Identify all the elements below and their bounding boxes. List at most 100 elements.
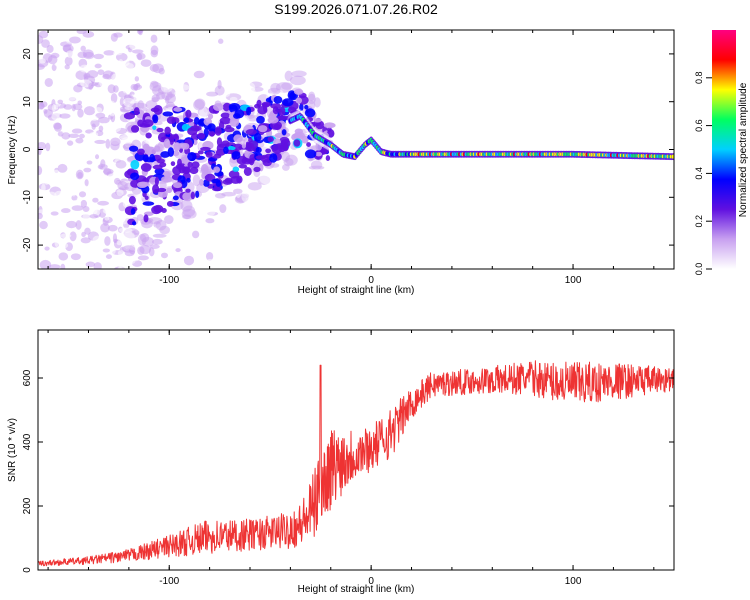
spectrogram-signal-blob [170,161,176,167]
spectrogram-noise-blob [148,247,155,257]
spectrogram-halo-blob [291,70,307,78]
spectrogram-noise-blob [183,255,195,266]
spectrogram-signal-blob [281,129,287,136]
spectrogram-signal-blob [187,151,197,161]
spectrogram-halo-blob [296,147,304,154]
spectrogram-noise-blob [89,131,99,138]
spectrogram-noise-blob [138,30,143,36]
spectrogram-noise-blob [66,140,74,146]
spectrogram-noise-blob [60,233,72,239]
spectrogram-ytick-label: 10 [22,96,33,108]
spectrogram-signal-blob [306,142,312,147]
spectrogram-signal-blob [274,132,284,139]
spectrogram-signal-blob [232,166,240,172]
spectrogram-noise-blob [150,45,159,56]
spectrogram-signal-blob [258,125,268,133]
spectrogram-signal-blob [289,91,295,99]
spectrogram-noise-blob [105,138,111,149]
spectrogram-halo-blob [119,134,135,141]
spectrogram-noise-blob [59,75,67,81]
spectrogram-noise-blob [217,38,224,44]
spectrogram-halo-blob [147,140,157,147]
spectrogram-noise-blob [110,93,118,104]
spectrogram-signal-blob [273,123,282,131]
spectrogram-noise-blob [98,125,104,132]
spectrogram-noise-blob [39,220,48,230]
spectrogram-noise-blob [111,73,120,82]
snr-frame [37,329,675,571]
spectrogram-halo-blob [247,182,262,191]
spectrogram-noise-blob [95,190,105,200]
spectrogram-noise-blob [150,34,158,43]
colorbar-tick-label: 0.4 [694,167,704,180]
spectrogram-noise-blob [102,248,110,253]
spectrogram-noise-blob [89,214,99,219]
spectrogram-noise-blob [110,247,116,255]
spectrogram-noise-blob [79,64,90,73]
spectrogram-noise-blob [116,240,122,246]
spectrogram-noise-blob [142,107,148,112]
spectrogram-noise-blob [80,45,86,52]
spectrogram-signal-blob [143,214,149,223]
spectrogram-noise-blob [104,205,113,216]
spectrogram-noise-blob [78,191,87,198]
spectrogram-signal-blob [191,161,200,169]
spectrogram-noise-blob [45,142,51,152]
spectrogram-signal-blob [257,106,268,115]
spectrogram-signal-blob [320,149,328,154]
spectrogram-signal-blob [200,146,211,152]
spectrogram-halo-blob [152,233,167,238]
spectrogram-noise-blob [113,85,119,93]
spectrogram-halo-blob [124,105,134,110]
spectrogram-noise-blob [71,194,78,201]
spectrogram-signal-blob [233,134,243,143]
spectrogram-signal-blob [151,205,162,215]
spectrogram-noise-blob [54,239,59,247]
spectrogram-signal-blob [326,127,332,132]
snr-ytick-label: 0 [22,567,33,573]
spectrogram-signal-blob [265,148,272,154]
spectrogram-signal-blob [128,195,136,205]
spectrogram-noise-blob [94,94,102,104]
spectrogram-noise-blob [80,237,91,244]
spectrogram-signal-blob [231,151,241,160]
spectrogram-noise-blob [117,266,123,269]
spectrogram-noise-blob [90,115,98,121]
snr-series-line [38,360,674,567]
spectrogram-noise-blob [175,248,181,253]
spectrogram-noise-blob [38,212,43,220]
spectrogram-noise-blob [75,245,85,250]
spectrogram-noise-blob [102,168,114,175]
spectrogram-signal-blob [199,178,204,186]
colorbar-axes: 0.0 0.2 0.4 0.6 0.8 [694,72,712,275]
spectrogram-halo-blob [242,176,251,186]
spectrogram-halo-blob [192,174,201,187]
spectrogram-signal-blob [183,117,190,124]
spectrogram-signal-blob [207,113,214,120]
spectrogram-ytick-label: -20 [22,237,33,252]
spectrogram-signal-blob [305,116,314,123]
spectrogram-signal-blob [152,114,159,124]
spectrogram-signal-blob [304,149,317,159]
spectrogram-noise-blob [67,95,77,101]
spectrogram-signal-blob [295,97,303,104]
spectrogram-noise-blob [95,154,100,160]
spectrogram-noise-blob [81,231,86,238]
spectrogram-noise-blob [102,147,109,154]
spectrogram-noise-blob [51,103,57,112]
spectrogram-signal-blob [218,143,230,148]
spectrogram-signal-blob [130,172,140,181]
spectrogram-noise-blob [110,33,118,42]
spectrogram-signal-blob [185,188,191,193]
spectrogram-noise-blob [90,96,95,105]
colorbar-tick-label: 0.6 [694,119,704,132]
spectrogram-noise-blob [110,137,121,147]
spectrogram-noise-blob [100,223,110,233]
spectrogram-noise-blob [104,215,110,221]
spectrogram-noise-blob [129,42,139,50]
spectrogram-noise-blob [48,264,61,269]
spectrogram-signal-blob [169,136,175,145]
spectrogram-noise-blob [75,169,84,180]
